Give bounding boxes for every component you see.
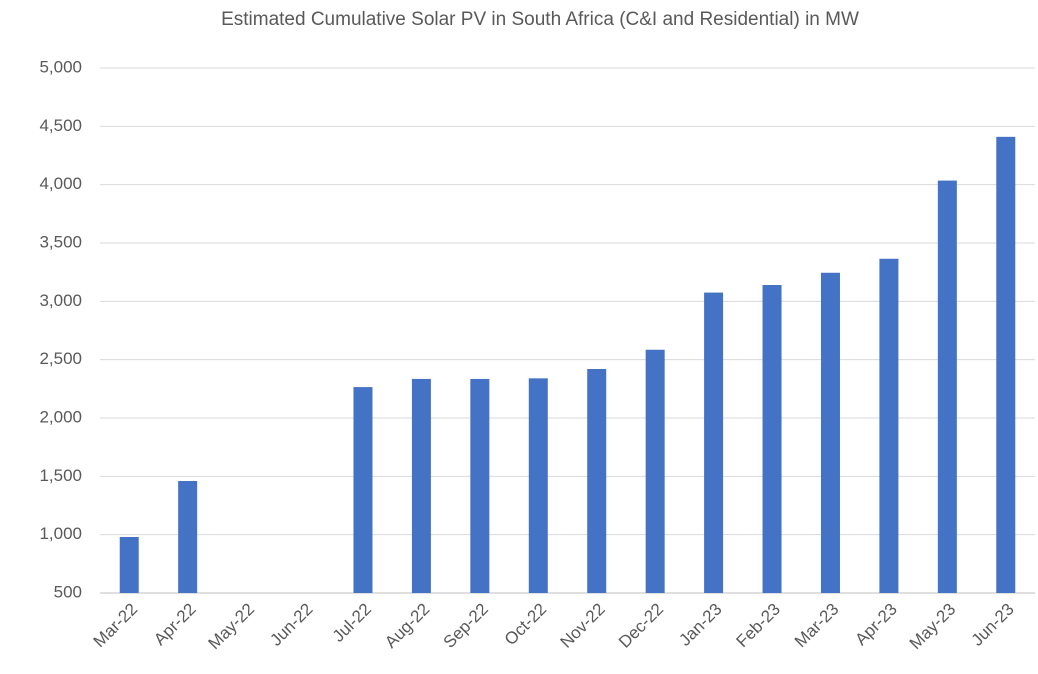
bar <box>704 292 724 593</box>
x-tick-label: Sep-22 <box>440 600 492 652</box>
x-tick-label: Dec-22 <box>615 600 667 652</box>
x-tick-label: Jul-22 <box>329 600 375 646</box>
y-tick-label: 3,500 <box>39 232 82 251</box>
bar <box>178 481 198 593</box>
x-tick-label: Jun-23 <box>968 600 1018 650</box>
bar <box>645 349 665 593</box>
bar <box>470 378 490 593</box>
y-tick-label: 4,500 <box>39 116 82 135</box>
x-tick-label: Nov-22 <box>557 600 609 652</box>
x-tick-label: Oct-22 <box>501 600 551 650</box>
bar <box>996 136 1016 594</box>
y-tick-label: 1,500 <box>39 466 82 485</box>
chart-title: Estimated Cumulative Solar PV in South A… <box>221 9 859 30</box>
bar <box>879 258 899 593</box>
x-tick-label: Mar-22 <box>90 600 142 652</box>
bar <box>587 369 607 593</box>
y-tick-label: 5,000 <box>39 57 82 76</box>
bar <box>411 378 431 593</box>
x-tick-label: Apr-22 <box>150 600 200 650</box>
x-tick-label: Jun-22 <box>266 600 316 650</box>
y-tick-label: 4,000 <box>39 174 82 193</box>
x-tick-label: Apr-23 <box>851 600 901 650</box>
y-tick-label: 1,000 <box>39 524 82 543</box>
bar <box>762 285 782 593</box>
bar <box>528 378 548 593</box>
y-tick-label: 2,500 <box>39 349 82 368</box>
x-tick-label: Jan-23 <box>675 600 725 650</box>
x-tick-label: Aug-22 <box>381 600 433 652</box>
x-tick-label: Feb-23 <box>733 600 785 652</box>
x-tick-label: May-23 <box>906 600 960 654</box>
x-tick-label: Mar-23 <box>791 600 843 652</box>
bar <box>820 272 840 593</box>
bar <box>353 387 373 593</box>
bar <box>937 180 957 594</box>
y-tick-label: 500 <box>54 582 82 601</box>
x-tick-label: May-22 <box>205 600 259 654</box>
bar <box>119 537 139 593</box>
y-tick-label: 3,000 <box>39 291 82 310</box>
y-tick-label: 2,000 <box>39 407 82 426</box>
